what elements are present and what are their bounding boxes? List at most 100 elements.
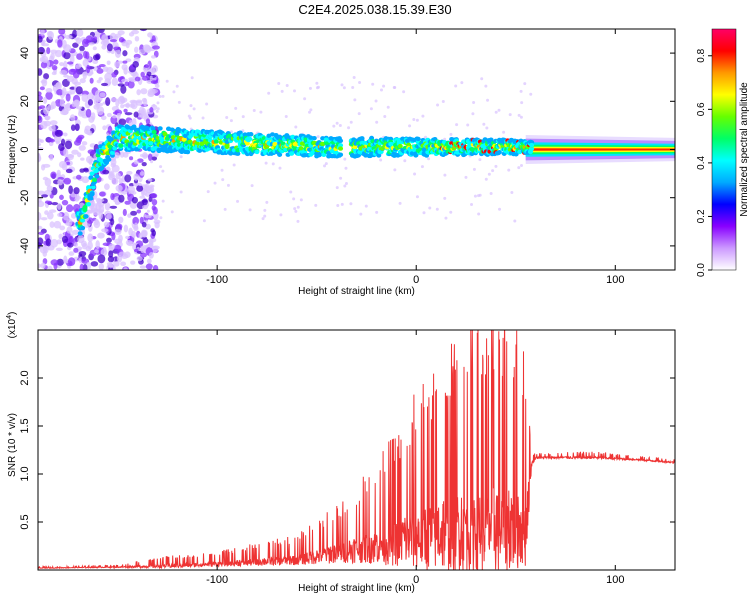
- heatmap-cell: [170, 210, 174, 214]
- heatmap-cell: [38, 231, 45, 235]
- heatmap-cell: [140, 245, 145, 254]
- multiplier-exponent: 4: [6, 315, 13, 319]
- heatmap-cell: [92, 46, 97, 51]
- heatmap-cell: [124, 251, 131, 258]
- colorbar-label: Normalized spectral amplitude: [739, 82, 750, 217]
- heatmap-cell: [44, 115, 51, 121]
- heatmap-cell: [51, 124, 56, 132]
- heatmap-cell: [80, 218, 86, 223]
- heatmap-cell: [421, 114, 425, 118]
- heatmap-cell: [143, 214, 147, 218]
- x-axis-label: Height of straight line (km): [298, 583, 415, 594]
- heatmap-cell: [105, 97, 111, 107]
- heatmap-cell: [140, 153, 144, 157]
- heatmap-cell: [343, 157, 347, 161]
- heatmap-cell: [40, 217, 48, 221]
- heatmap-cell: [338, 124, 342, 128]
- heatmap-cell: [115, 223, 123, 230]
- colorbar-tick-label: 0.6: [696, 102, 707, 116]
- heatmap-cell: [150, 193, 158, 199]
- heatmap-cell: [125, 235, 131, 240]
- heatmap-cell: [491, 169, 495, 173]
- heatmap-cell: [79, 78, 86, 84]
- heatmap-cell: [376, 153, 382, 158]
- heatmap-cell: [344, 181, 348, 185]
- y-tick-label: 0.5: [19, 514, 31, 529]
- heatmap-cell: [520, 101, 524, 105]
- heatmap-cell: [352, 144, 358, 150]
- heatmap-cell: [38, 263, 42, 269]
- heatmap-cell: [38, 94, 43, 102]
- heatmap-cell: [73, 187, 80, 195]
- heatmap-cell: [139, 195, 146, 199]
- heatmap-cell: [44, 200, 52, 204]
- heatmap-cell: [205, 102, 209, 106]
- heatmap-cell: [129, 79, 137, 83]
- heatmap-cell: [92, 54, 100, 61]
- heatmap-cell: [71, 149, 79, 155]
- heatmap-cell: [151, 156, 158, 161]
- heatmap-cell: [74, 197, 80, 202]
- heatmap-cell: [104, 202, 111, 211]
- heatmap-cell: [115, 172, 121, 180]
- heatmap-cell: [449, 132, 453, 136]
- heatmap-cell: [148, 240, 154, 249]
- heatmap-cell: [150, 55, 156, 59]
- y-tick-label: -20: [19, 190, 31, 206]
- heatmap-cell: [213, 139, 219, 144]
- heatmap-cell: [38, 35, 43, 43]
- heatmap-cell: [51, 71, 57, 76]
- multiplier-base: (x10: [7, 318, 18, 338]
- heatmap-cell: [235, 151, 241, 156]
- heatmap-cell: [56, 202, 62, 210]
- heatmap-cell: [151, 129, 157, 135]
- heatmap-cell: [161, 199, 165, 203]
- heatmap-cell: [73, 81, 82, 86]
- heatmap-cell: [232, 163, 236, 167]
- heatmap-cell: [151, 45, 160, 50]
- heatmap-cell: [338, 146, 344, 151]
- heatmap-cell: [81, 176, 90, 184]
- heatmap-cell: [139, 171, 145, 176]
- heatmap-cell: [66, 226, 73, 234]
- heatmap-cell: [63, 132, 68, 137]
- heatmap-cell: [73, 139, 82, 146]
- heatmap-cell: [202, 219, 206, 223]
- heatmap-cell: [375, 120, 379, 124]
- heatmap-cell: [397, 143, 403, 149]
- heatmap-cell: [127, 213, 132, 218]
- heatmap-cell: [76, 136, 83, 141]
- heatmap-cell: [413, 172, 417, 176]
- heatmap-cell: [97, 254, 106, 264]
- heatmap-cell: [50, 259, 59, 266]
- heatmap-cell: [335, 121, 339, 125]
- heatmap-cell: [443, 137, 447, 141]
- heatmap-cell: [236, 199, 240, 203]
- heatmap-cell: [98, 77, 103, 81]
- heatmap-cell: [248, 208, 252, 212]
- heatmap-cell: [43, 73, 50, 80]
- heatmap-cell: [108, 136, 114, 141]
- heatmap-cell: [99, 165, 105, 171]
- heatmap-cell: [125, 239, 133, 246]
- heatmap-cell: [150, 160, 154, 164]
- heatmap-cell: [124, 112, 133, 116]
- heatmap-cell: [88, 175, 94, 180]
- heatmap-cell: [93, 249, 99, 254]
- heatmap-cell: [116, 112, 121, 118]
- heatmap-cell: [79, 45, 85, 52]
- heatmap-cell: [111, 114, 117, 119]
- heatmap-cell: [358, 81, 362, 85]
- heatmap-cell: [118, 251, 127, 258]
- heatmap-cell: [90, 261, 99, 267]
- heatmap-cell: [132, 216, 140, 225]
- heatmap-cell: [72, 70, 80, 79]
- heatmap-cell: [311, 135, 317, 141]
- heatmap-cell: [64, 140, 73, 150]
- heatmap-cell: [352, 75, 356, 79]
- heatmap-cell: [133, 111, 139, 118]
- heatmap-cell: [134, 76, 141, 82]
- heatmap-cell: [298, 146, 304, 151]
- heatmap-cell: [77, 234, 85, 244]
- heatmap-cell: [91, 112, 96, 121]
